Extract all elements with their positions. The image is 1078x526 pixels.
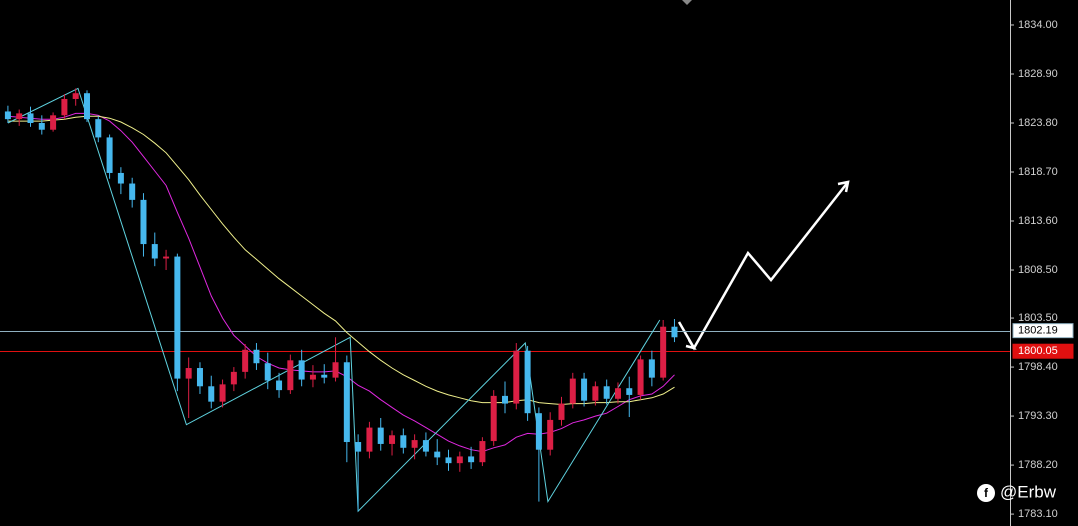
candle-body: [83, 93, 90, 120]
candle-body: [185, 368, 192, 379]
candle-body: [253, 349, 260, 364]
candle-body: [163, 256, 170, 259]
watermark: f @Erbw: [977, 482, 1057, 502]
candle-body: [513, 350, 520, 404]
candle-body: [535, 413, 542, 450]
candle-body: [38, 122, 45, 130]
y-tick-label: 1808.50: [1018, 264, 1058, 276]
candle-body: [332, 362, 339, 378]
candle-body: [50, 115, 57, 130]
candle-body: [174, 256, 181, 379]
y-tick-label: 1834.00: [1018, 19, 1058, 31]
scroll-marker: [682, 0, 692, 5]
svg-text:f: f: [984, 486, 989, 500]
price-label-box: [1012, 343, 1074, 359]
candle-body: [140, 199, 147, 245]
candle-body: [208, 386, 215, 402]
candle-body: [129, 183, 136, 200]
candle-body: [479, 441, 486, 463]
candle-body: [411, 440, 418, 448]
price-label: 1800.05: [1018, 345, 1058, 357]
candle-body: [276, 380, 283, 391]
candle-body: [4, 111, 11, 120]
candle-body: [16, 113, 23, 120]
candle-body: [287, 360, 294, 391]
candle-body: [581, 378, 588, 401]
candle-body: [366, 427, 373, 452]
candle-body: [558, 403, 565, 420]
candle-body: [389, 435, 396, 444]
price-label: 1802.19: [1018, 325, 1058, 337]
candle-body: [603, 386, 610, 399]
y-tick-label: 1788.20: [1018, 459, 1058, 471]
y-tick-label: 1798.40: [1018, 361, 1058, 373]
candle-body: [321, 374, 328, 378]
candle-body: [298, 360, 305, 380]
candle-body: [242, 349, 249, 372]
watermark-text: @Erbw: [1000, 482, 1057, 501]
candle-body: [377, 427, 384, 444]
candle-body: [27, 113, 34, 123]
candle-body: [219, 384, 226, 402]
candle-body: [117, 172, 124, 184]
y-tick-label: 1783.10: [1018, 508, 1058, 520]
candle-body: [61, 98, 68, 116]
candle-body: [592, 386, 599, 401]
candle-body: [434, 451, 441, 458]
zigzag: [7, 87, 661, 513]
candle-body: [637, 359, 644, 395]
candle-body: [264, 363, 271, 381]
candle-body: [309, 374, 316, 380]
candle-body: [502, 395, 508, 404]
candle-body: [456, 456, 463, 464]
candle-body: [524, 350, 531, 414]
price-label-box: [1012, 323, 1074, 339]
candle-body: [490, 395, 497, 442]
y-tick-label: 1818.70: [1018, 166, 1058, 178]
forecast-arrows: [677, 180, 850, 351]
candle-body: [72, 93, 79, 99]
candle-body: [468, 456, 475, 463]
candle-body: [230, 371, 237, 385]
y-tick-label: 1803.50: [1018, 312, 1058, 324]
candle-body: [569, 378, 576, 404]
candle-body: [151, 244, 158, 259]
candle-body: [614, 388, 621, 399]
candle-body: [400, 435, 407, 448]
candle-body: [671, 326, 678, 338]
candle-body: [95, 119, 102, 138]
y-tick-label: 1828.90: [1018, 68, 1058, 80]
candle-body: [422, 440, 429, 452]
candle-body: [343, 362, 350, 443]
moving-average: [7, 112, 675, 453]
candle-body: [660, 326, 667, 378]
candle-body: [445, 457, 452, 464]
candle-body: [196, 368, 203, 387]
y-tick-label: 1823.80: [1018, 117, 1058, 129]
candle-body: [106, 137, 113, 173]
candle-body: [626, 388, 633, 395]
candle-body: [547, 419, 554, 450]
y-tick-label: 1813.60: [1018, 215, 1058, 227]
y-tick-label: 1793.30: [1018, 410, 1058, 422]
candle-body: [355, 442, 362, 452]
candle-body: [648, 359, 655, 378]
